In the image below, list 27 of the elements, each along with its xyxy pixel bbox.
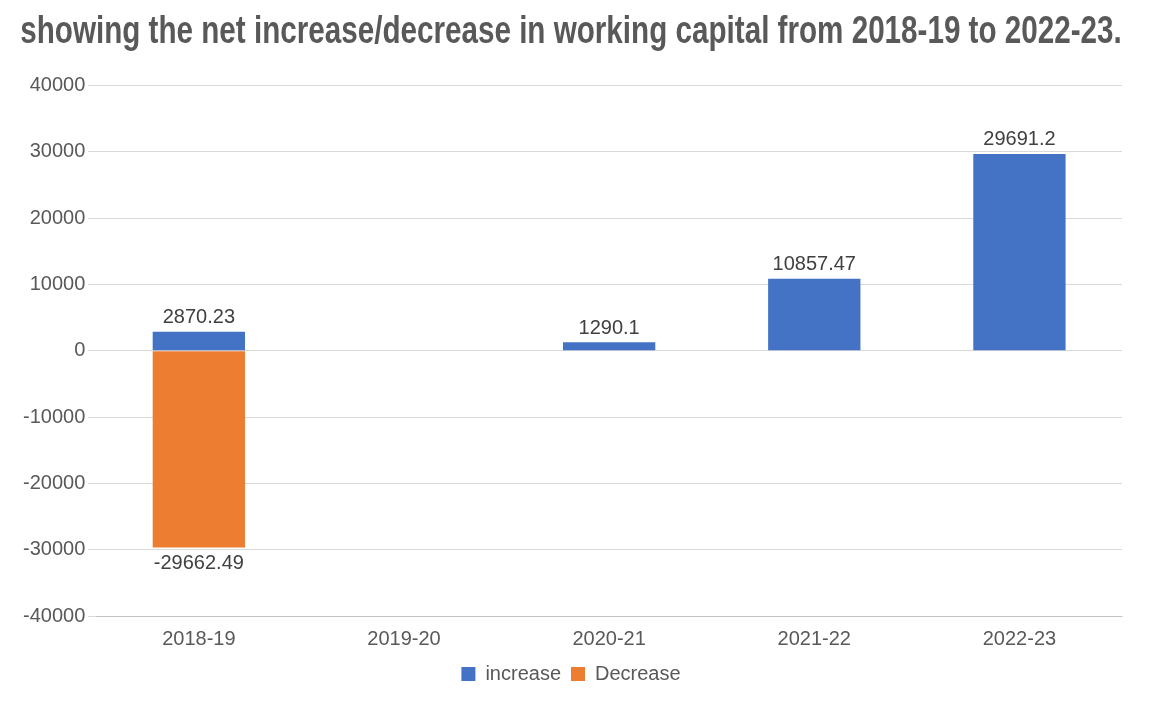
- data-label: 1290.1: [578, 315, 640, 338]
- x-tick-label: 2022-23: [982, 626, 1057, 649]
- y-tick-label: -20000: [22, 470, 86, 493]
- x-tick-label: 2019-20: [367, 626, 441, 649]
- bar: [562, 342, 656, 351]
- x-tick-label: 2020-21: [572, 626, 646, 649]
- x-tick-label: 2021-22: [777, 626, 851, 649]
- data-label: -29662.49: [153, 550, 244, 573]
- bar: [973, 153, 1066, 351]
- chart-title: showing the net increase/decrease in working capital from 2018-19 to 2022-23.: [20, 8, 1122, 52]
- legend-label: increase: [485, 661, 562, 684]
- legend-label: Decrease: [595, 661, 681, 684]
- bar: [152, 351, 246, 548]
- data-label: 2870.23: [162, 305, 235, 328]
- y-tick-label: 40000: [29, 73, 86, 96]
- y-tick-label: -10000: [22, 404, 86, 427]
- y-tick-label: 20000: [29, 205, 86, 228]
- y-tick-label: -30000: [22, 537, 86, 560]
- y-tick-label: 10000: [29, 272, 86, 295]
- y-tick-label: 30000: [29, 139, 86, 162]
- bar: [152, 331, 246, 351]
- y-tick-label: 0: [74, 338, 86, 361]
- data-label: 29691.2: [983, 127, 1056, 150]
- y-tick-label: -40000: [22, 603, 86, 626]
- data-label: 10857.47: [772, 252, 856, 275]
- x-tick-label: 2018-19: [162, 626, 236, 649]
- bar: [768, 278, 861, 351]
